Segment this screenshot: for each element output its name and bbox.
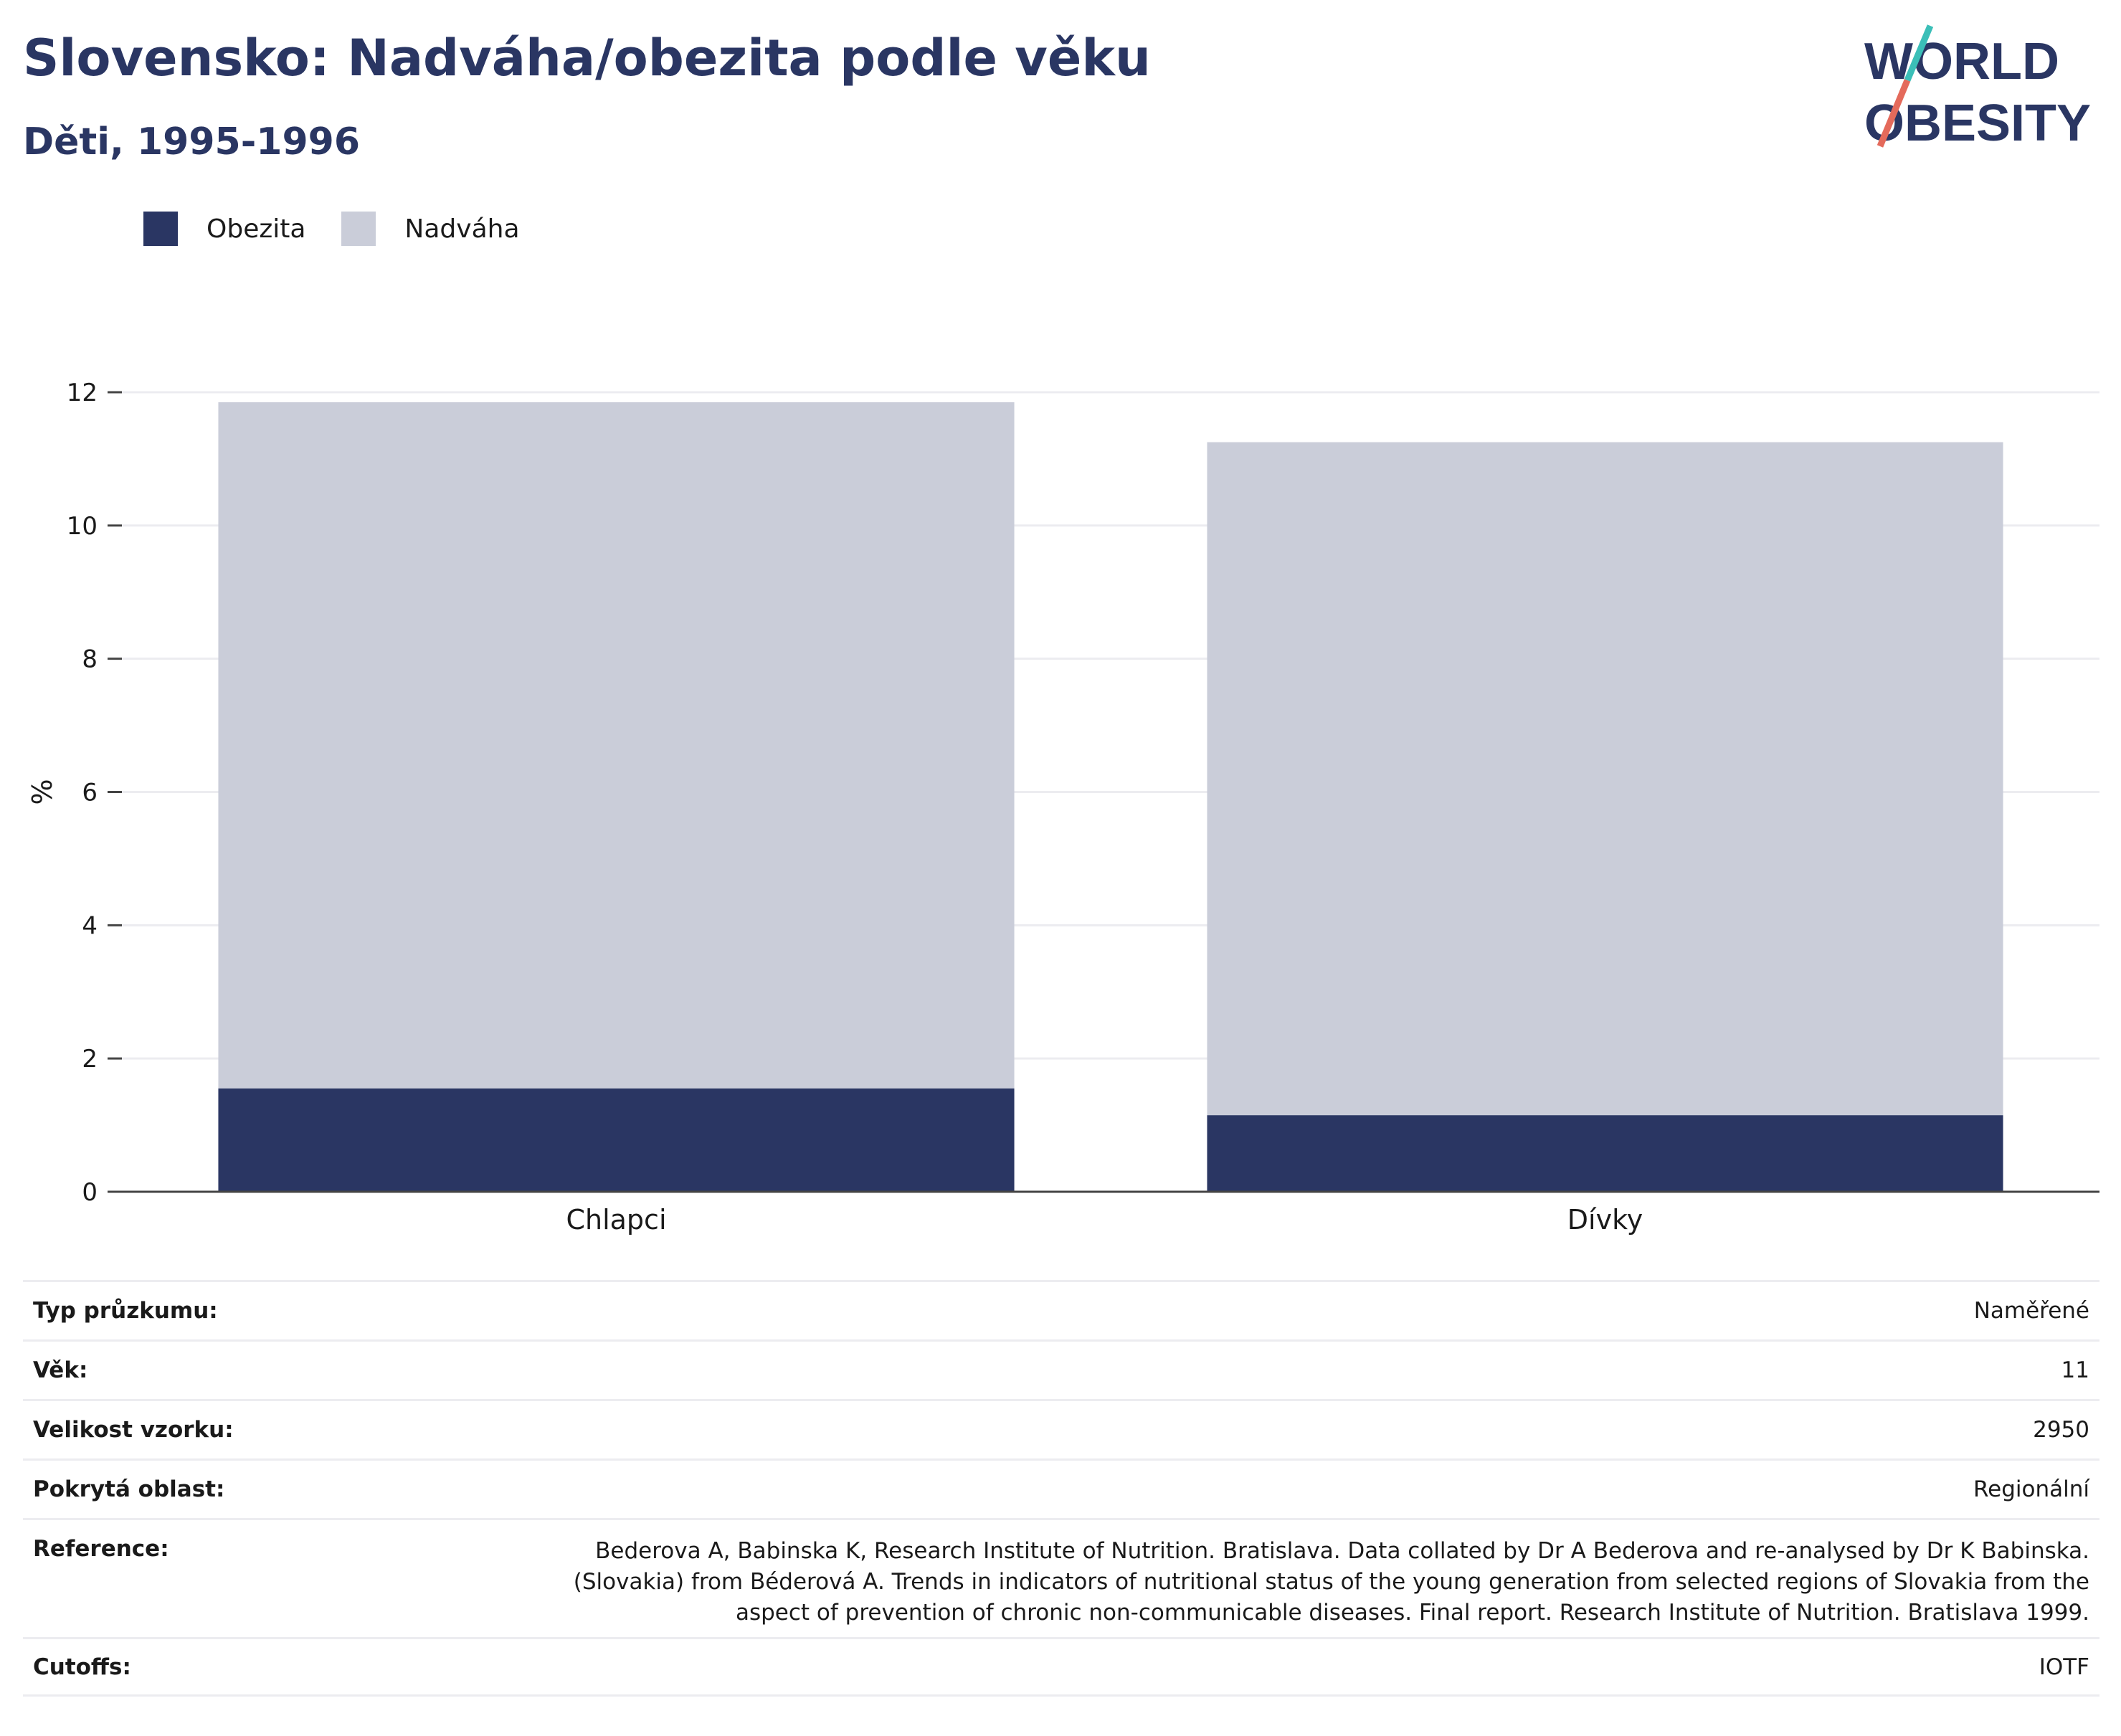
page-title: Slovensko: Nadváha/obezita podle věku [23, 29, 1151, 87]
svg-text:WORLD: WORLD [1864, 33, 2059, 90]
svg-text:OBESITY: OBESITY [1864, 95, 2091, 152]
legend-swatch-nadvaha [341, 212, 376, 246]
y-tick-label: 8 [82, 645, 98, 674]
y-tick-label: 0 [82, 1178, 98, 1207]
info-value-age: 11 [2061, 1357, 2089, 1383]
info-row-survey-type: Typ průzkumu: Naměřené [23, 1280, 2099, 1339]
y-tick-label: 10 [67, 512, 98, 541]
info-row-age: Věk: 11 [23, 1339, 2099, 1399]
info-label-reference: Reference: [33, 1536, 169, 1562]
info-row-sample-size: Velikost vzorku: 2950 [23, 1399, 2099, 1458]
survey-info-table: Typ průzkumu: Naměřené Věk: 11 Velikost … [23, 1280, 2099, 1697]
info-value-area: Regionální [1973, 1476, 2089, 1502]
legend-swatch-obezita [143, 212, 178, 246]
reference-line: aspect of prevention of chronic non-comm… [735, 1600, 2089, 1626]
y-tick-label: 12 [67, 379, 98, 407]
legend-label-obezita: Obezita [207, 214, 306, 244]
bar-nadv-ha [1207, 442, 2003, 1116]
info-label-cutoffs: Cutoffs: [33, 1654, 131, 1680]
y-axis-label: % [27, 779, 58, 805]
reference-line: (Slovakia) from Béderová A. Trends in in… [573, 1569, 2089, 1595]
info-row-reference: Reference: Bederova A, Babinska K, Resea… [23, 1518, 2099, 1637]
stacked-bar-chart: 0 2 4 6 8 10 12% Chlapci Dívky [27, 379, 2099, 1235]
info-label-area: Pokrytá oblast: [33, 1476, 225, 1502]
reference-line: Bederova A, Babinska K, Research Institu… [595, 1538, 2089, 1564]
info-value-cutoffs: IOTF [2039, 1654, 2089, 1680]
bar-obezita [1207, 1115, 2003, 1192]
legend-item-obezita[interactable]: Obezita [143, 212, 305, 246]
page-subtitle: Děti, 1995-1996 [23, 120, 361, 163]
info-row-area: Pokrytá oblast: Regionální [23, 1458, 2099, 1518]
info-value-reference: Bederova A, Babinska K, Research Institu… [419, 1536, 2089, 1628]
info-row-cutoffs: Cutoffs: IOTF [23, 1637, 2099, 1697]
info-label-sample-size: Velikost vzorku: [33, 1417, 234, 1443]
info-label-survey-type: Typ průzkumu: [33, 1298, 218, 1324]
bar-obezita [218, 1088, 1015, 1192]
bar-nadv-ha [218, 402, 1015, 1088]
y-tick-label: 4 [82, 911, 98, 940]
info-value-sample-size: 2950 [2033, 1417, 2089, 1443]
legend-label-nadvaha: Nadváha [404, 214, 520, 244]
y-tick-label: 2 [82, 1045, 98, 1073]
y-tick-label: 6 [82, 779, 98, 807]
world-obesity-logo: WORLD OBESITY [1864, 24, 2091, 152]
legend-item-nadvaha[interactable]: Nadváha [341, 212, 520, 246]
chart-legend: Obezita Nadváha [143, 212, 556, 246]
x-tick-label: Chlapci [566, 1204, 666, 1235]
info-value-survey-type: Naměřené [1973, 1298, 2089, 1324]
info-label-age: Věk: [33, 1357, 88, 1383]
x-tick-label: Dívky [1567, 1204, 1643, 1235]
